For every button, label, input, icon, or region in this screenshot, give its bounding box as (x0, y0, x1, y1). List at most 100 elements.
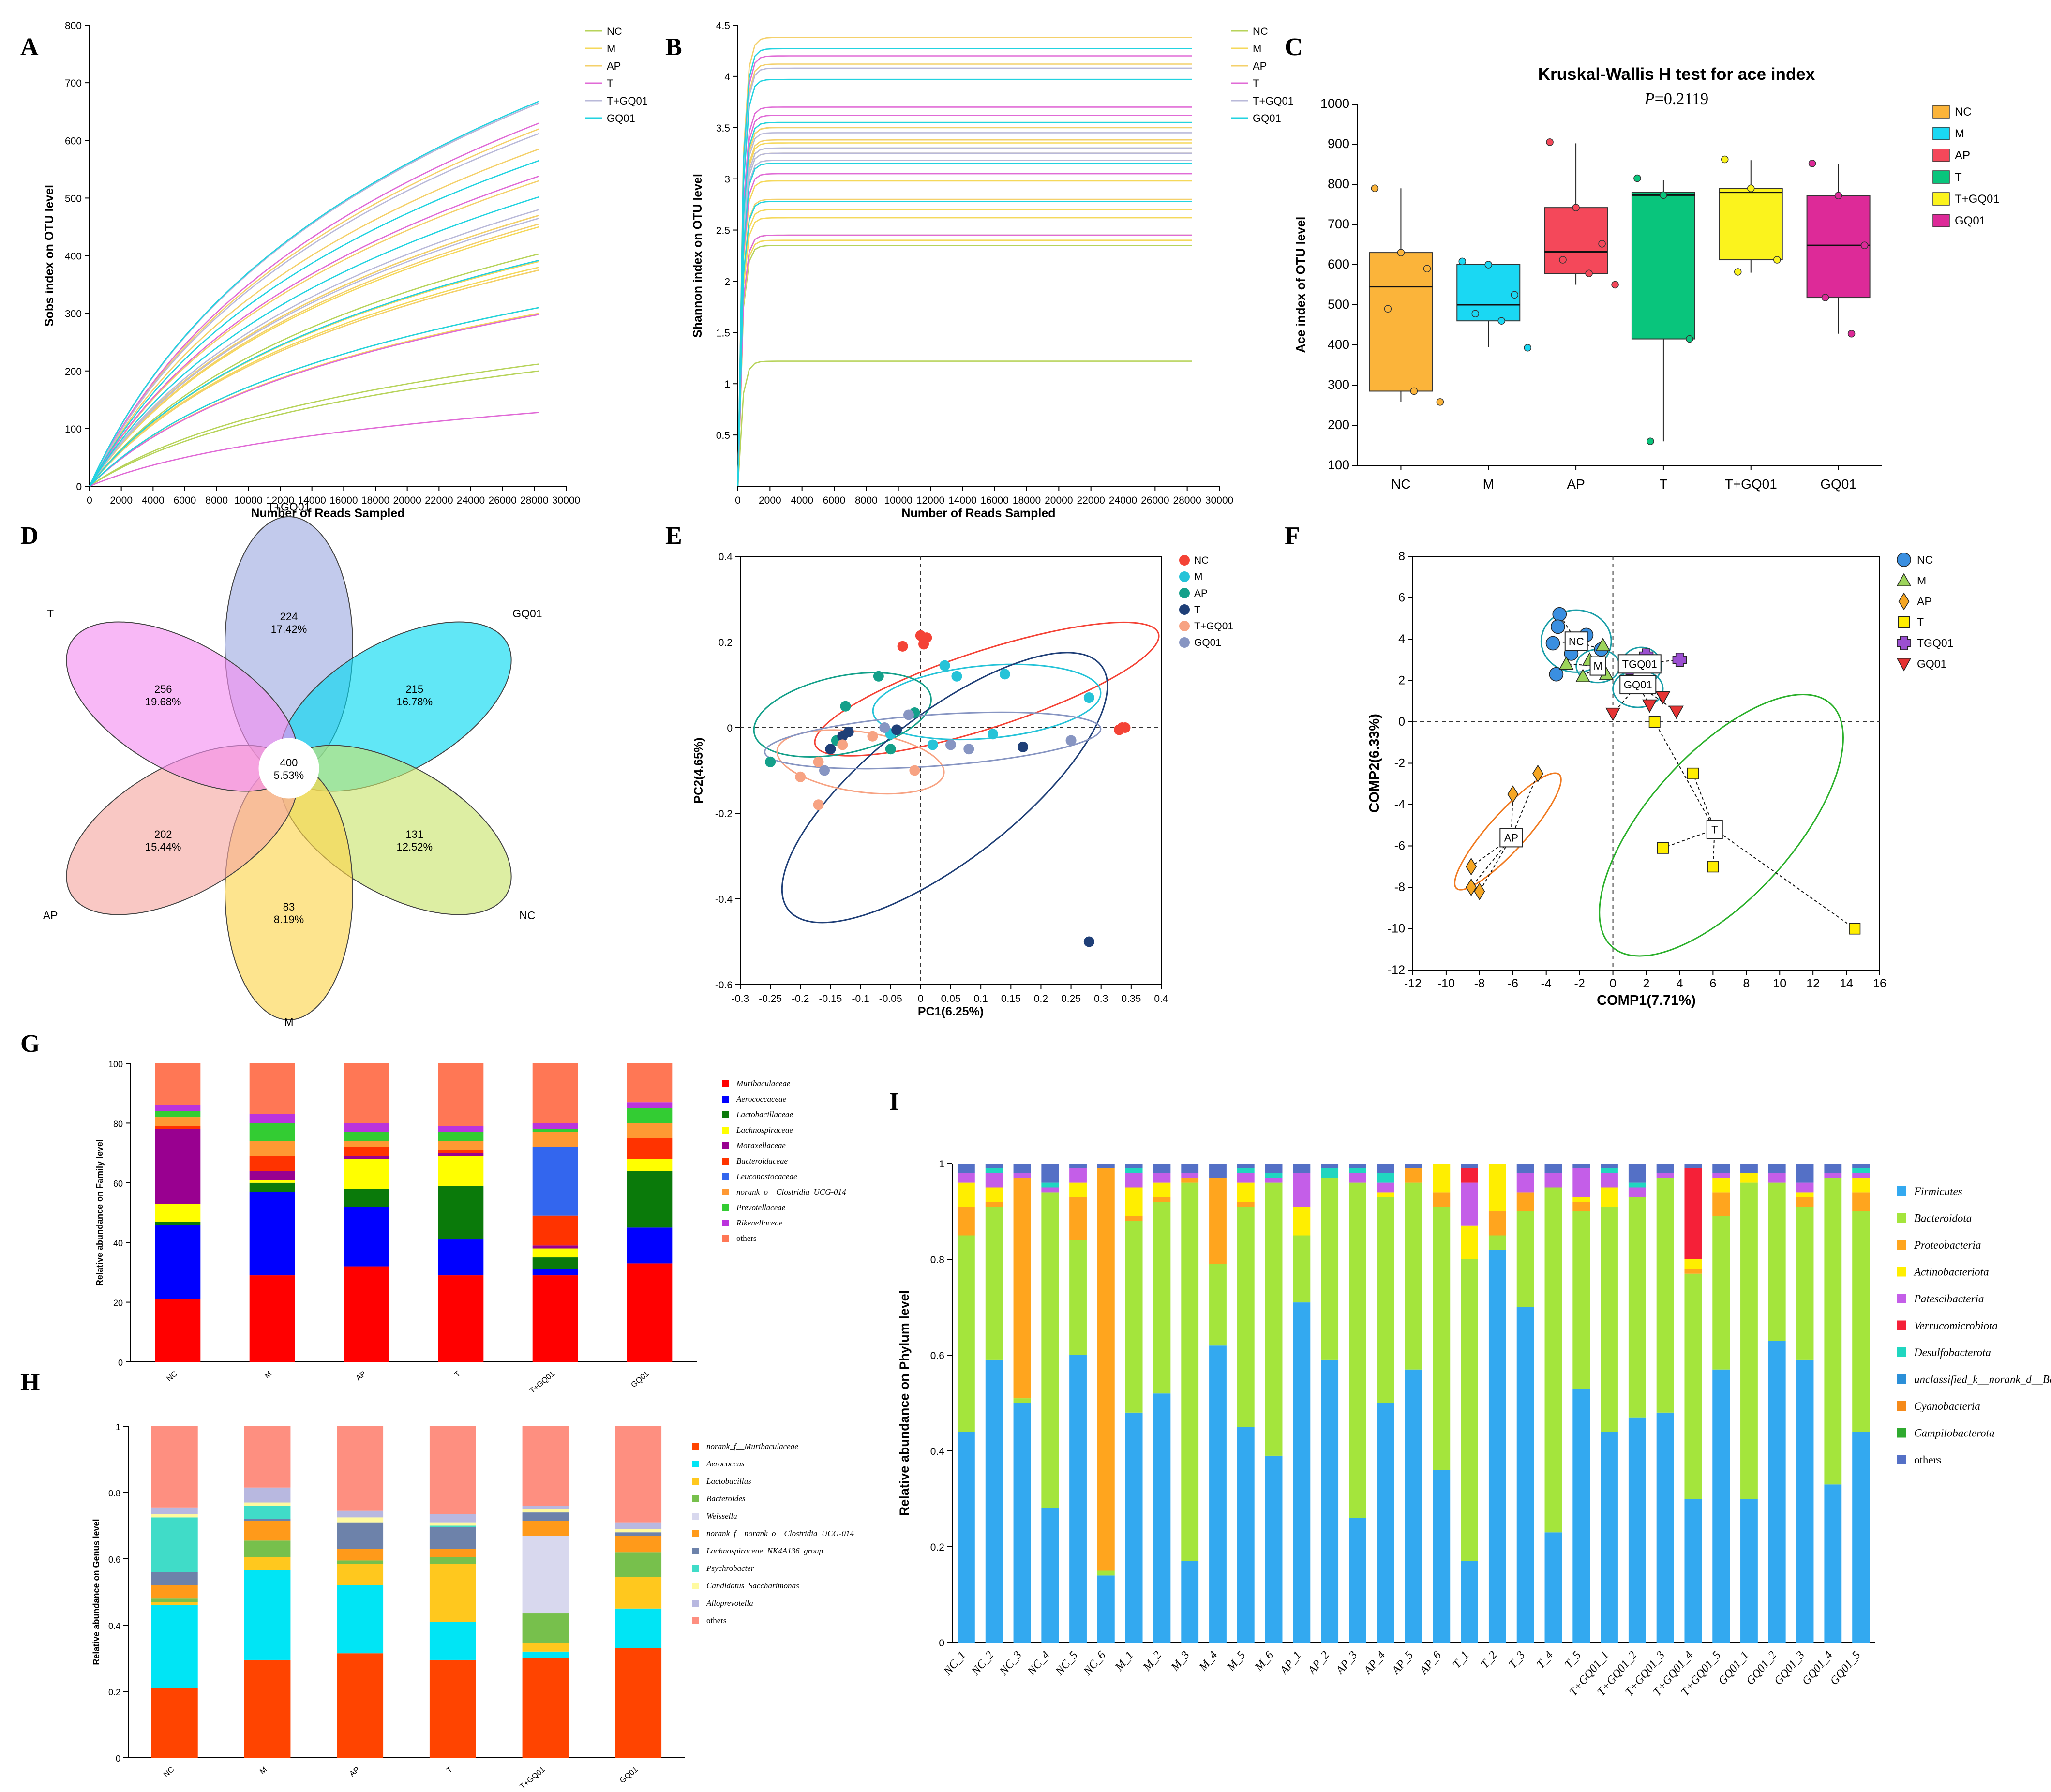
bar-segment-proteobacteria (1013, 1178, 1031, 1399)
bar-segment-moraxellaceae (249, 1171, 295, 1180)
data-point (1611, 281, 1619, 289)
bar-segment-patescibacteria (1656, 1173, 1674, 1178)
point-m (927, 739, 938, 750)
legend-label: T (1253, 77, 1259, 90)
bar-segment-moraxellaceae (438, 1153, 484, 1156)
y-axis-label: COMP2(6.33%) (1367, 714, 1382, 813)
data-point (1471, 310, 1479, 318)
legend-label: T (1917, 616, 1924, 628)
bar-segment-firmicutes (1740, 1499, 1758, 1643)
bar-segment-norank-f-muribaculaceae (151, 1688, 198, 1758)
bar-segment-aerococcaceae (532, 1269, 578, 1276)
x-tick-label: -10 (1437, 977, 1455, 990)
bar-segment-firmicutes (1265, 1455, 1283, 1643)
bar-segment-bacteroidota (1656, 1178, 1674, 1413)
bar-segment-lactobacillus (151, 1602, 198, 1605)
x-tick-label: 14000 (298, 495, 326, 506)
bar-segment-desulfobacterota (1377, 1173, 1394, 1183)
bar-segment-bacteroides (615, 1552, 662, 1577)
y-tick-label: 0.4 (930, 1446, 945, 1457)
x-tick-label: 4000 (142, 495, 165, 506)
x-tick-label: -0.3 (732, 993, 749, 1004)
point-ap (885, 744, 896, 755)
bar-segment-others (438, 1063, 484, 1126)
point-m (999, 669, 1010, 680)
point-nc (897, 641, 908, 652)
bar-segment-bacteroidota (1544, 1187, 1562, 1533)
rarefaction-curve-nc (737, 360, 1192, 487)
point-gq01 (1655, 691, 1671, 705)
x-tick-label: 14 (1840, 977, 1853, 990)
legend-label: Firmicutes (1914, 1185, 1962, 1197)
box-gq01 (1806, 160, 1871, 338)
y-tick-label: 0.4 (108, 1621, 120, 1631)
bar-segment-bacteroidota (1321, 1178, 1339, 1360)
boxplot-chart-c: 100 200 300 400 500 600 700 800 900 1000 Ace index… (1293, 65, 2000, 492)
bar-segment-patescibacteria (1265, 1178, 1283, 1183)
legend-label: NC (1253, 25, 1268, 37)
bar-segment-bacteroidaceae (249, 1156, 295, 1171)
rarefaction-curve-m (737, 209, 1192, 487)
legend-label: Lachnospiraceae (736, 1125, 793, 1135)
point-gq01 (1605, 707, 1620, 721)
legend-label: T+GQ01 (1194, 621, 1233, 632)
x-category-label: AP (355, 1370, 368, 1383)
bar-segment-bacteroides (337, 1560, 384, 1564)
legend-swatch (1932, 127, 1950, 140)
venn-set-label: M (284, 1015, 293, 1028)
bar-segment-muribaculaceae (344, 1266, 389, 1362)
bar-segment-rikenellaceae (438, 1126, 484, 1132)
bar-segment-bacteroidota (1516, 1211, 1534, 1307)
y-tick-label: 0 (118, 1358, 123, 1368)
x-tick-label: 0.3 (1094, 993, 1108, 1004)
legend-swatch (1932, 149, 1950, 162)
bar-segment-others (1377, 1164, 1394, 1173)
legend-label: GQ01 (1955, 214, 1986, 227)
rarefaction-curve-ap (737, 163, 1192, 487)
centroid-label: M (1593, 660, 1602, 672)
x-category-label: NC_5 (1053, 1649, 1080, 1678)
y-tick-label: 60 (113, 1179, 123, 1189)
bar-segment-patescibacteria (1852, 1173, 1870, 1178)
x-category-label: T_2 (1479, 1649, 1500, 1671)
legend-marker (1179, 588, 1190, 598)
bar-segment-norank-f-norank-o-clostridia-ucg-014 (429, 1549, 476, 1557)
bar-segment-proteobacteria (1153, 1197, 1171, 1202)
bar-segment-actinobacteriota (1153, 1182, 1171, 1197)
venn-count: 224 (280, 611, 298, 623)
bar-segment-moraxellaceae (155, 1129, 201, 1204)
data-point (1497, 317, 1505, 325)
y-tick-label: 0.8 (930, 1254, 944, 1266)
y-axis-label: Sobs index on OTU level (43, 185, 56, 327)
stacked-bar-chart-i: 0 0.2 0.4 0.6 0.8 1 Relative abundance on Phyl… (897, 1159, 2051, 1699)
rarefaction-curve-t-gq01 (737, 147, 1192, 487)
data-point (1397, 249, 1405, 256)
bar-segment-bacteroidota (1601, 1207, 1618, 1432)
data-point (1647, 437, 1654, 445)
x-tick-label: 14000 (948, 495, 976, 506)
bar-segment-lachnospiraceae-nk4a136-group (337, 1522, 384, 1549)
x-tick-label: 0.15 (1001, 993, 1021, 1004)
x-tick-label: -4 (1541, 977, 1552, 990)
point-t (825, 744, 836, 755)
box-m (1456, 257, 1531, 352)
x-tick-label: 30000 (552, 495, 580, 506)
x-tick-label: -6 (1508, 977, 1518, 990)
bar-segment-patescibacteria (1712, 1173, 1730, 1178)
legend-label: Desulfobacterota (1914, 1346, 1991, 1359)
bar-segment-others (1544, 1164, 1562, 1173)
y-axis-label: Relative abundance on Family level (95, 1139, 105, 1286)
rarefaction-curve-t (89, 412, 539, 487)
point-gq01 (903, 709, 914, 720)
y-tick-label: 400 (65, 251, 82, 262)
bar-segment-others (1321, 1164, 1339, 1168)
bar-segment-proteobacteria (1181, 1178, 1199, 1183)
bar-segment-desulfobacterota (1041, 1182, 1059, 1188)
y-tick-label: 800 (1328, 177, 1349, 191)
legend-label: Aerococcaceae (736, 1094, 787, 1104)
bar-segment-bacteroidota (1768, 1182, 1786, 1341)
legend-label: Lactobacillus (706, 1477, 751, 1486)
venn-count: 202 (154, 828, 172, 840)
bar-segment-lactobacillus (244, 1557, 291, 1570)
